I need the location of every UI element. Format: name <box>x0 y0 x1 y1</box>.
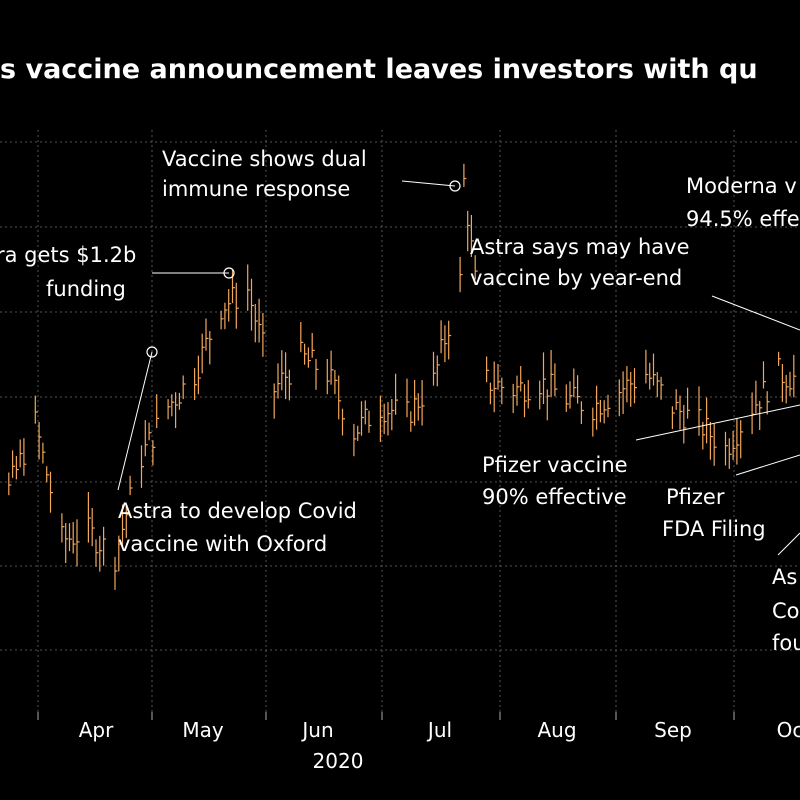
leader-pfizer-fda <box>735 454 800 476</box>
annotation-pfizer90-1: Pfizer vaccine <box>482 453 628 477</box>
annotation-astra-cut-2: Co <box>772 599 800 623</box>
annotation-astra-cut-3: fou <box>772 631 800 655</box>
gridlines <box>0 130 800 720</box>
annotation-dual-immune-2: immune response <box>162 177 350 201</box>
x-tick-label: Jul <box>426 718 452 742</box>
annotation-year-end-1: Astra says may have <box>470 235 690 259</box>
leader-dual-immune <box>401 180 456 187</box>
x-tick-label: Apr <box>79 718 114 742</box>
annotation-pfizer-fda-1: Pfizer <box>666 485 725 509</box>
x-tick-label: Oc <box>777 718 800 742</box>
annotation-funding-1: ra gets $1.2b <box>0 243 136 267</box>
x-tick-label: Jun <box>300 718 333 742</box>
x-tick-label: Sep <box>654 718 692 742</box>
leader-pfizer90 <box>635 404 800 441</box>
annotation-leaders <box>117 180 800 556</box>
leader-astra-cut <box>777 532 800 556</box>
leader-develop-marker <box>146 346 158 358</box>
leader-funding-marker <box>223 267 235 279</box>
price-bars <box>8 163 797 590</box>
x-tick-label: Aug <box>537 718 576 742</box>
annotation-develop-1: Astra to develop Covid <box>118 499 357 523</box>
annotation-funding-2: funding <box>46 277 126 301</box>
leader-year-end <box>711 295 800 331</box>
annotation-year-end-2: vaccine by year-end <box>470 266 682 290</box>
annotation-dual-immune-1: Vaccine shows dual <box>162 147 367 171</box>
x-year-label: 2020 <box>313 749 364 773</box>
leader-dual-immune-marker <box>449 180 461 192</box>
annotation-develop-2: vaccine with Oxford <box>118 532 327 556</box>
annotation-pfizer-fda-2: FDA Filing <box>662 517 766 541</box>
annotation-moderna-1: Moderna v <box>686 174 797 198</box>
annotation-pfizer90-2: 90% effective <box>482 485 627 509</box>
chart-title: s vaccine announcement leaves investors … <box>0 54 758 85</box>
x-tick-label: May <box>182 718 224 742</box>
annotation-astra-cut-1: As <box>772 565 797 589</box>
annotation-moderna-2: 94.5% effe <box>686 207 800 231</box>
leader-develop <box>117 351 153 491</box>
